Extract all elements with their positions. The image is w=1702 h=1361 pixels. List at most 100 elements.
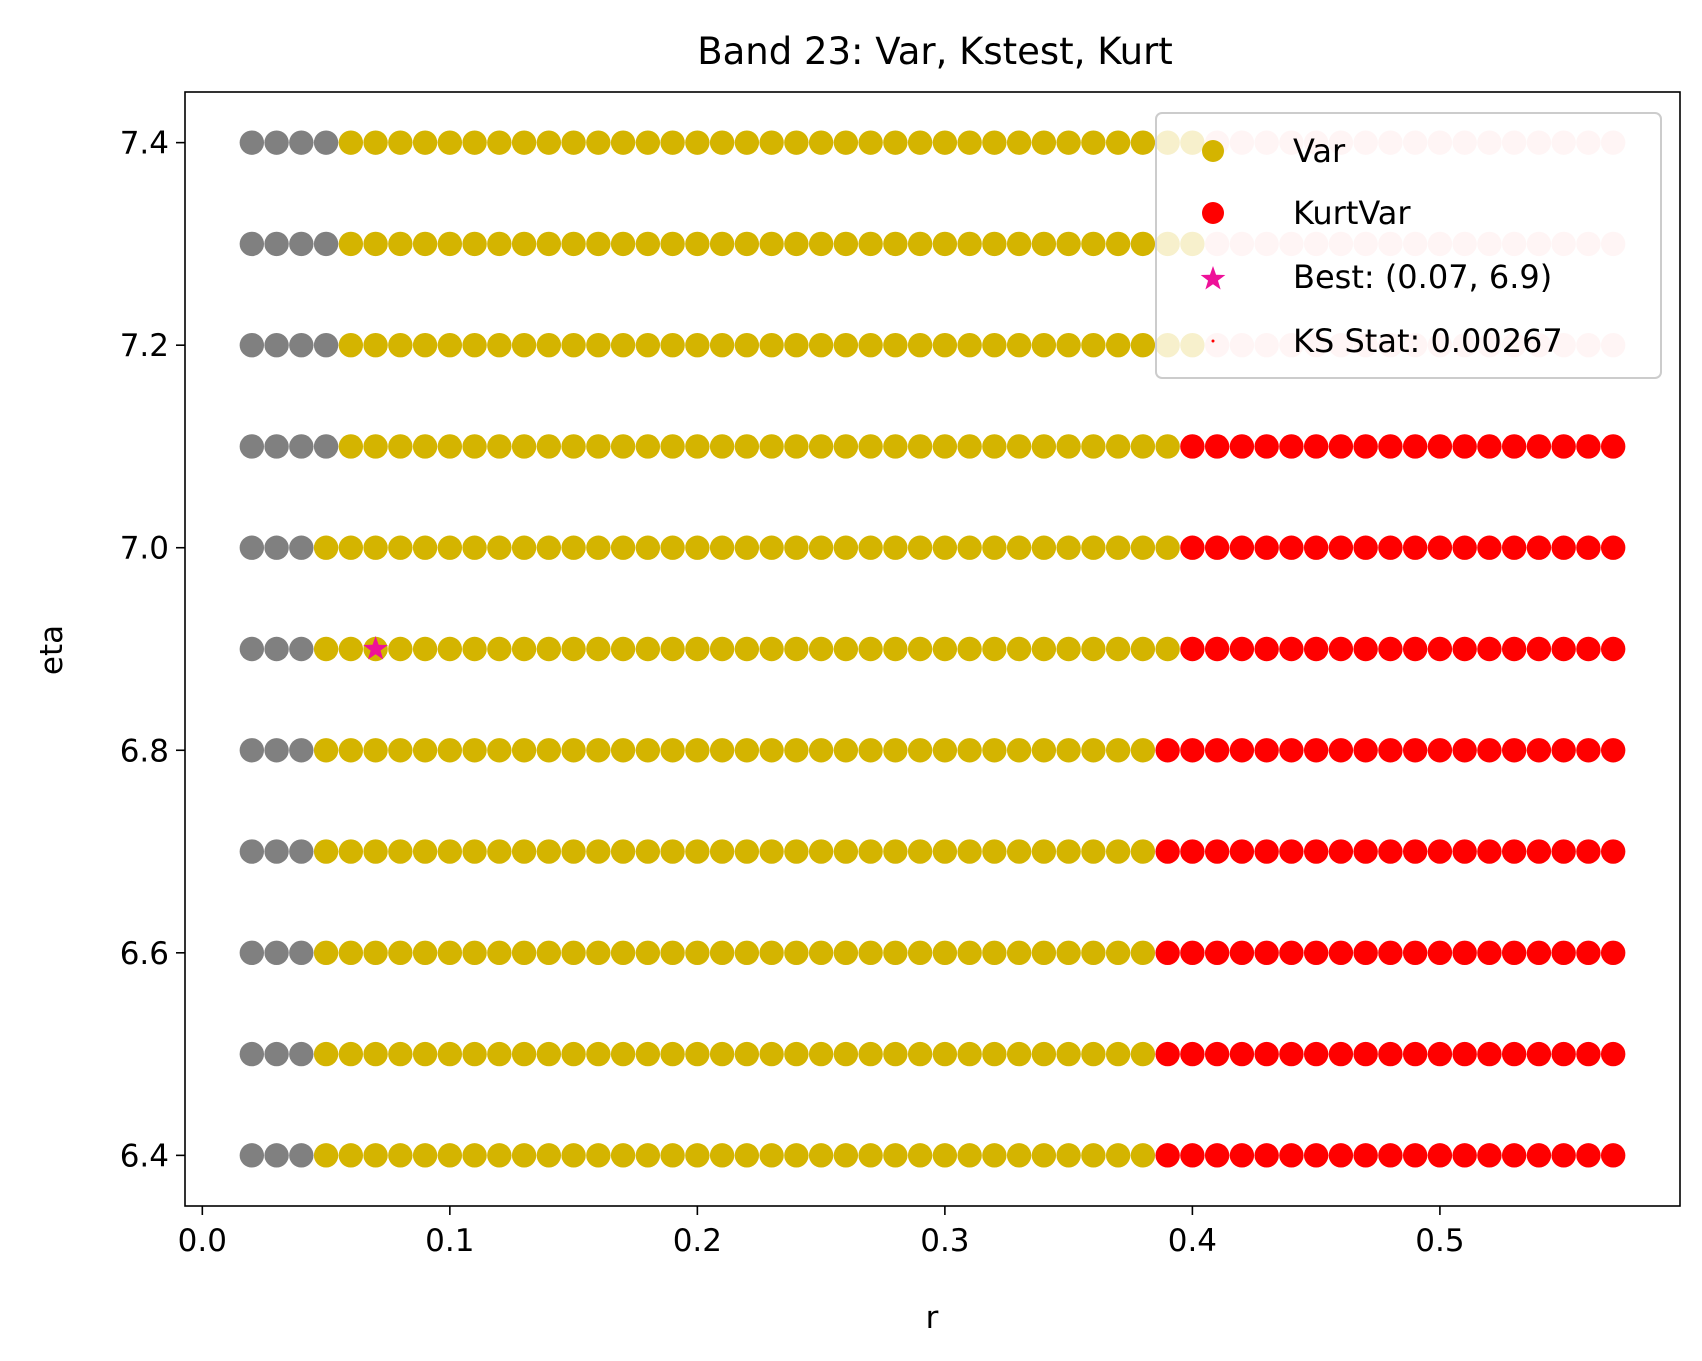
var-point: [734, 1041, 760, 1067]
var-point: [536, 332, 562, 358]
x-axis-title: r: [926, 1300, 939, 1336]
var-point: [536, 130, 562, 155]
var-point: [784, 535, 809, 560]
var-point: [1031, 535, 1057, 560]
var-point: [1081, 738, 1106, 763]
var-point: [1155, 434, 1180, 459]
kurtvar-point: [1303, 738, 1329, 763]
kurtvar-point: [1501, 1041, 1527, 1067]
kurtvar-point: [1600, 535, 1626, 560]
var-point: [685, 130, 710, 155]
var-point: [561, 332, 586, 358]
var-point: [808, 434, 834, 459]
var-point: [635, 130, 661, 155]
var-point: [1155, 535, 1180, 560]
var-point: [1130, 434, 1156, 459]
var-point: [1130, 738, 1156, 763]
kurtvar-point: [1353, 940, 1378, 966]
var-point: [1130, 231, 1156, 257]
kurtvar-point: [1501, 535, 1527, 560]
var-point: [784, 1143, 809, 1168]
kurtvar-point: [1526, 940, 1552, 966]
kurtvar-point: [1402, 940, 1428, 966]
kurtvar-point: [1452, 535, 1477, 560]
var-point: [412, 434, 438, 459]
kurtvar-point: [1378, 1143, 1403, 1168]
var-point: [907, 839, 933, 864]
gray-point: [239, 535, 265, 560]
kurtvar-point: [1303, 535, 1329, 560]
var-point: [511, 1143, 537, 1168]
var-point: [338, 231, 364, 257]
var-point: [685, 1143, 710, 1168]
var-point: [734, 940, 760, 966]
var-point: [437, 1041, 463, 1067]
var-point: [1056, 1041, 1081, 1067]
var-point: [561, 434, 586, 459]
var-point: [759, 332, 784, 358]
var-point: [1130, 535, 1156, 560]
var-point: [1056, 738, 1081, 763]
var-point: [1006, 130, 1032, 155]
kurtvar-point: [1155, 839, 1180, 864]
var-point: [412, 1143, 438, 1168]
var-point: [388, 839, 413, 864]
kurtvar-point: [1501, 839, 1527, 864]
var-point: [759, 738, 784, 763]
kurtvar-point: [1353, 1041, 1378, 1067]
kurtvar-point: [1180, 1041, 1205, 1067]
var-point: [833, 1143, 859, 1168]
kurtvar-point: [1254, 738, 1279, 763]
var-point: [487, 434, 512, 459]
var-point: [833, 1041, 859, 1067]
var-point: [660, 839, 685, 864]
gray-point: [239, 332, 265, 358]
var-point: [487, 940, 512, 966]
var-point: [388, 130, 413, 155]
var-point: [982, 738, 1007, 763]
kurtvar-point: [1303, 1041, 1329, 1067]
gray-point: [289, 434, 314, 459]
kurtvar-point: [1155, 738, 1180, 763]
var-point: [982, 130, 1007, 155]
var-point: [536, 1143, 562, 1168]
var-point: [685, 1041, 710, 1067]
var-point: [561, 1041, 586, 1067]
var-point: [957, 940, 982, 966]
var-point: [858, 332, 883, 358]
kurtvar-point: [1477, 1041, 1502, 1067]
legend-var-label: Var: [1293, 132, 1346, 170]
var-point: [586, 1041, 611, 1067]
var-point: [907, 1143, 933, 1168]
var-point: [635, 636, 661, 662]
var-point: [313, 636, 339, 662]
kurtvar-point: [1180, 636, 1205, 662]
var-point: [338, 332, 364, 358]
kurtvar-point: [1576, 1143, 1601, 1168]
kurtvar-point: [1229, 940, 1255, 966]
var-point: [511, 636, 537, 662]
kurtvar-point: [1427, 1041, 1453, 1067]
var-point: [1056, 636, 1081, 662]
kurtvar-point: [1254, 434, 1279, 459]
gray-point: [264, 940, 289, 966]
var-point: [586, 332, 611, 358]
var-point: [907, 940, 933, 966]
var-point: [586, 130, 611, 155]
var-point: [511, 940, 537, 966]
kurtvar-point: [1526, 434, 1552, 459]
var-point: [1031, 130, 1057, 155]
var-point: [363, 332, 388, 358]
var-point: [759, 839, 784, 864]
var-point: [536, 434, 562, 459]
kurtvar-point: [1452, 839, 1477, 864]
kurtvar-point: [1452, 1041, 1477, 1067]
kurtvar-point: [1600, 434, 1626, 459]
kurtvar-point: [1254, 535, 1279, 560]
var-point: [313, 738, 339, 763]
var-point: [338, 940, 364, 966]
kurtvar-point: [1254, 1143, 1279, 1168]
kurtvar-point: [1402, 1143, 1428, 1168]
kurtvar-point: [1526, 1041, 1552, 1067]
var-point: [784, 130, 809, 155]
